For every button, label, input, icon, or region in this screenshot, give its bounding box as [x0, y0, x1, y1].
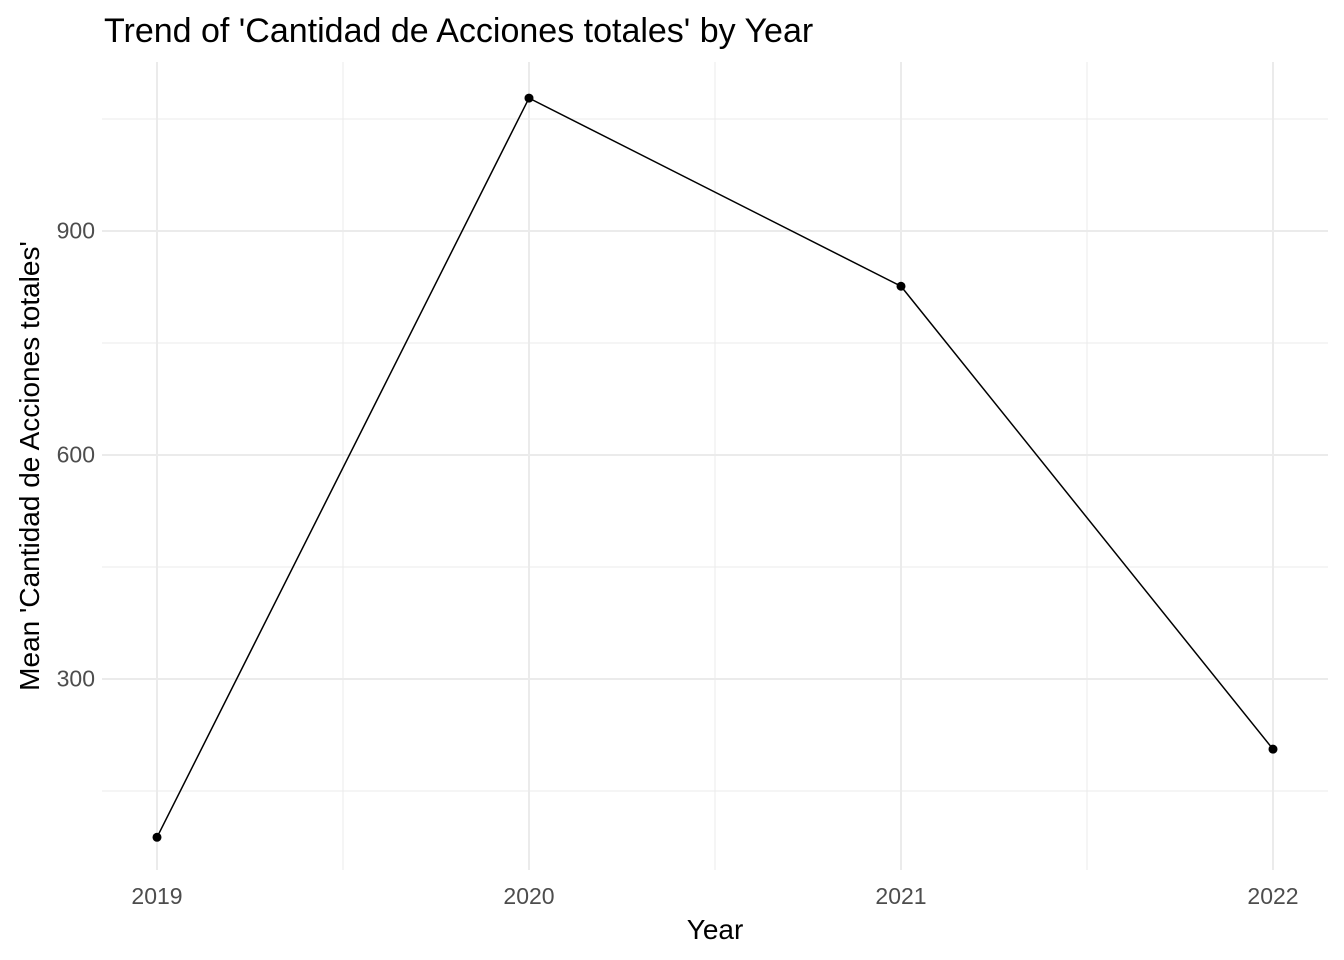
trend-line — [156, 97, 1274, 838]
x-axis-tick-label: 2020 — [503, 883, 555, 909]
chart-title: Trend of 'Cantidad de Acciones totales' … — [104, 12, 814, 50]
x-axis-title: Year — [686, 914, 744, 945]
data-point — [152, 832, 162, 842]
y-axis-tick-label: 300 — [56, 665, 95, 692]
x-axis-tick-label: 2019 — [131, 883, 183, 909]
y-axis-tick-label: 900 — [56, 217, 95, 244]
x-axis-tick-label: 2022 — [1247, 883, 1299, 909]
data-point — [1268, 744, 1278, 754]
y-axis-tick-label: 600 — [56, 441, 95, 468]
data-point — [524, 93, 534, 103]
x-axis-tick-label: 2021 — [875, 883, 927, 909]
plot-panel — [102, 62, 1328, 870]
data-point — [896, 281, 906, 291]
